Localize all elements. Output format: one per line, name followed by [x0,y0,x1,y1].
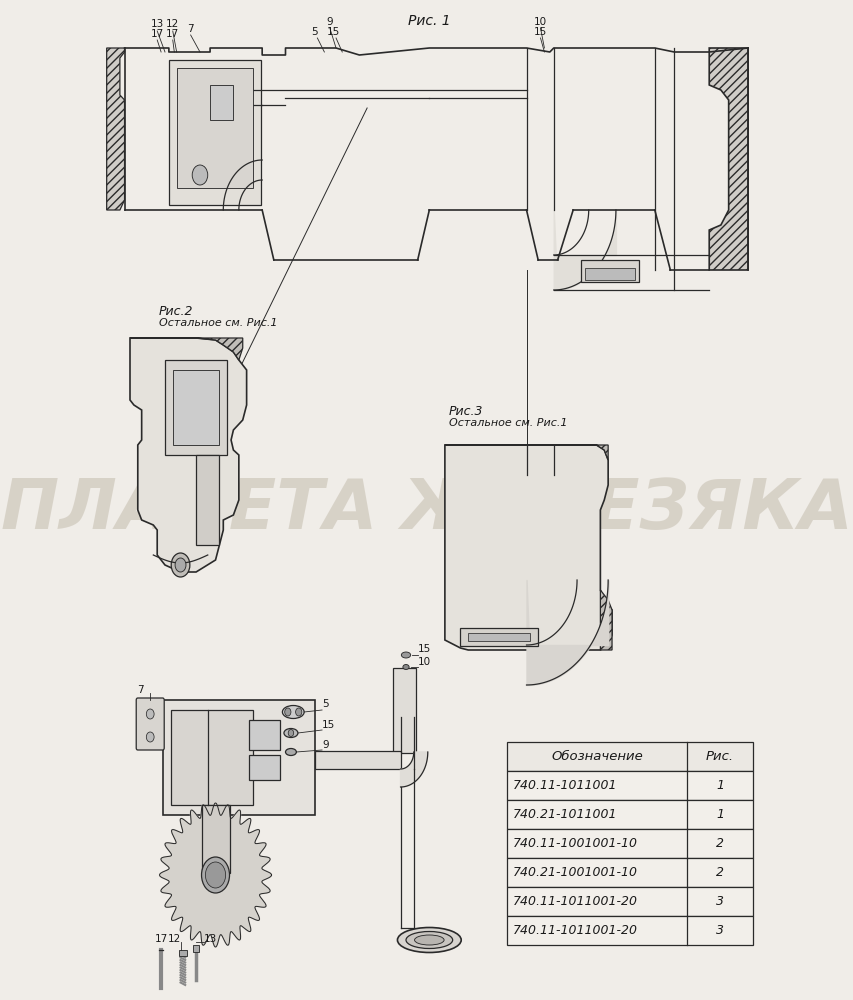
Text: Рис. 1: Рис. 1 [408,14,450,28]
Text: 3: 3 [716,895,723,908]
Bar [392,668,415,753]
Text: 9: 9 [326,17,333,27]
Text: 9: 9 [322,740,328,750]
Circle shape [284,708,291,716]
Bar [210,85,233,120]
Text: 740.11-1011001-20: 740.11-1011001-20 [513,924,637,937]
Bar [177,68,252,188]
Bar [193,945,199,952]
Text: 10: 10 [533,17,547,27]
Polygon shape [130,338,247,572]
Circle shape [146,709,154,719]
Circle shape [295,708,301,716]
Ellipse shape [283,728,298,738]
Text: 740.11-1011001: 740.11-1011001 [513,779,617,792]
Ellipse shape [403,664,409,670]
Bar [507,771,751,800]
Bar [165,360,227,455]
Ellipse shape [405,932,452,948]
Text: 12: 12 [167,934,181,944]
Text: Остальное см. Рис.1: Остальное см. Рис.1 [159,318,277,328]
Text: 15: 15 [327,27,340,37]
Text: 13: 13 [150,19,164,29]
Bar [507,916,751,945]
Text: 15: 15 [533,27,547,37]
Text: ПЛАНЕТА ЖЕЛЕЗЯКА: ПЛАНЕТА ЖЕЛЕЗЯКА [1,477,852,544]
Text: 740.21-1001001-10: 740.21-1001001-10 [513,866,637,879]
Text: 740.11-1001001-10: 740.11-1001001-10 [513,837,637,850]
Text: Рис.3: Рис.3 [448,405,483,418]
FancyBboxPatch shape [136,698,164,750]
Text: 5: 5 [322,699,328,709]
Text: Рис.: Рис. [705,750,734,763]
Circle shape [201,857,229,893]
Text: 5: 5 [310,27,317,37]
Text: 17: 17 [166,29,179,39]
Bar [196,455,219,545]
Bar [507,800,751,829]
Circle shape [171,553,189,577]
Text: 740.21-1011001: 740.21-1011001 [513,808,617,821]
Bar [507,858,751,887]
Polygon shape [708,48,747,270]
Bar [202,805,229,873]
Ellipse shape [285,748,296,756]
Polygon shape [160,803,271,947]
Text: Обозначение: Обозначение [551,750,642,763]
Text: 2: 2 [716,837,723,850]
Circle shape [192,165,207,185]
Text: 7: 7 [136,685,143,695]
Polygon shape [444,445,607,460]
Text: 12: 12 [166,19,179,29]
Bar [467,633,530,641]
Circle shape [146,732,154,742]
Text: 7: 7 [187,24,194,34]
Text: 17: 17 [154,934,167,944]
Bar [507,829,751,858]
Text: 15: 15 [322,720,335,730]
Bar [507,742,751,771]
Bar [507,887,751,916]
Bar [163,700,315,815]
Bar [179,950,187,956]
Polygon shape [400,752,427,787]
Bar [315,751,400,769]
Bar [171,710,252,805]
Bar [249,755,280,780]
Bar [249,720,280,750]
Ellipse shape [401,652,410,658]
Text: Рис.2: Рис.2 [159,305,193,318]
Bar [169,60,260,205]
Text: 2: 2 [716,866,723,879]
Text: 15: 15 [417,644,431,654]
Bar [172,370,219,445]
Ellipse shape [414,935,444,945]
Circle shape [206,862,225,888]
Text: 13: 13 [204,934,217,944]
Ellipse shape [282,706,304,718]
Text: 1: 1 [716,808,723,821]
Circle shape [287,730,293,736]
Text: 10: 10 [417,657,430,667]
Text: 17: 17 [150,29,164,39]
Text: 3: 3 [716,924,723,937]
Bar [460,628,537,646]
Polygon shape [444,445,612,650]
Text: 1: 1 [716,779,723,792]
Text: 740.11-1011001-20: 740.11-1011001-20 [513,895,637,908]
Text: Остальное см. Рис.1: Остальное см. Рис.1 [448,418,566,428]
Polygon shape [130,338,242,360]
Bar [580,260,639,282]
Bar [584,268,635,280]
Circle shape [175,558,186,572]
Polygon shape [107,48,125,210]
Ellipse shape [397,928,461,952]
Polygon shape [600,590,612,650]
